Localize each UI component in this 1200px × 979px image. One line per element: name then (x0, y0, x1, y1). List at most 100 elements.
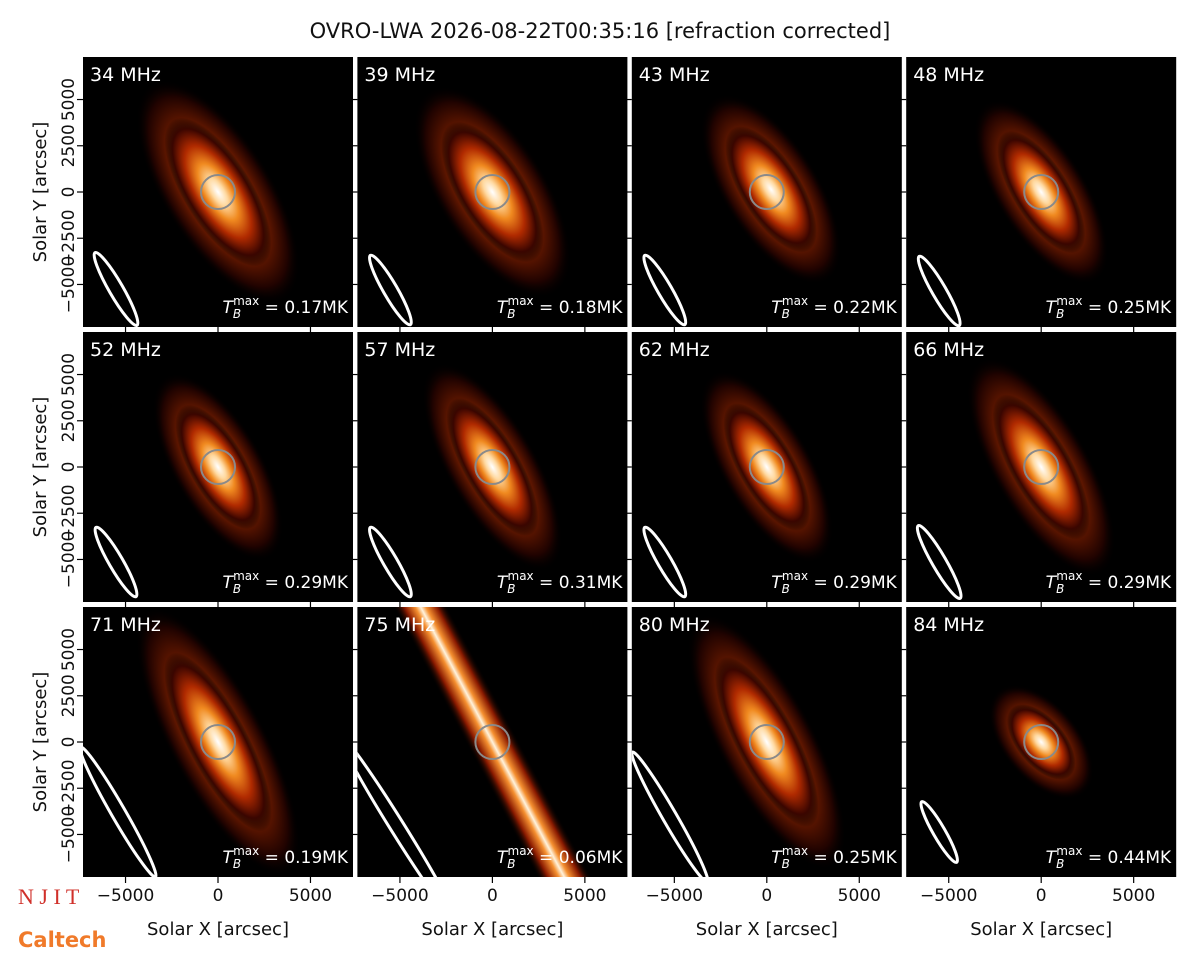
tb-symbol: T (771, 848, 783, 868)
emission-core (714, 656, 819, 828)
frequency-label: 66 MHz (913, 339, 984, 361)
tb-max-label: TBmax = 0.44MK (1046, 844, 1172, 871)
tb-sub: B (782, 857, 790, 871)
y-axis-label: Solar Y [arcsec] (30, 672, 51, 813)
tb-eq: = (259, 573, 284, 593)
solar-disk (748, 174, 785, 210)
beam (368, 253, 413, 327)
tb-eq: = (534, 848, 559, 868)
tb-value: 0.06MK (559, 848, 624, 868)
frequency-label: 62 MHz (639, 339, 710, 361)
x-tick-label: 5000 (1112, 886, 1155, 906)
tb-sup: max (233, 844, 259, 858)
solar-disk (200, 724, 236, 760)
beam (83, 745, 158, 877)
solar-disk (748, 449, 785, 485)
frequency-label: 43 MHz (639, 64, 710, 86)
x-axis-label: Solar X [arcsec] (147, 919, 289, 940)
solar-disk (200, 174, 236, 210)
x-tick-label: 0 (487, 886, 498, 906)
tb-sup: max (1056, 569, 1082, 583)
panel-image (915, 357, 1116, 601)
frequency-label: 34 MHz (90, 64, 161, 86)
tb-sub: B (1056, 857, 1064, 871)
beam (93, 525, 139, 599)
tb-value: 0.22MK (833, 298, 898, 318)
tb-value: 0.25MK (1108, 298, 1173, 318)
beam (368, 525, 413, 599)
y-tick-label: 0 (59, 462, 79, 473)
tb-value: 0.18MK (559, 298, 624, 318)
tb-value: 0.25MK (833, 848, 898, 868)
y-tick-label: 2500 (59, 124, 79, 167)
y-tick-label: −5000 (59, 531, 79, 589)
emission-core (1006, 704, 1076, 780)
y-tick-label: 5000 (59, 78, 79, 121)
y-tick-label: 5000 (59, 353, 79, 396)
tb-symbol: T (497, 573, 509, 593)
panel-image (368, 363, 563, 599)
tb-symbol: T (497, 848, 509, 868)
tb-value: 0.29MK (833, 573, 898, 593)
beam (642, 525, 688, 599)
tb-eq: = (534, 298, 559, 318)
emission-core (446, 398, 539, 536)
x-tick-label: −5000 (920, 886, 978, 906)
tb-eq: = (259, 298, 284, 318)
emission-core (725, 126, 817, 253)
tb-max-label: TBmax = 0.29MK (222, 569, 348, 596)
solar-disk (1023, 449, 1060, 485)
y-tick-label: 5000 (59, 628, 79, 671)
tb-value: 0.29MK (1108, 573, 1173, 593)
tb-sup: max (782, 844, 808, 858)
tb-value: 0.31MK (559, 573, 624, 593)
tb-eq: = (808, 298, 833, 318)
tb-sub: B (233, 582, 241, 596)
tb-max-label: TBmax = 0.29MK (771, 569, 897, 596)
frequency-label: 48 MHz (913, 64, 984, 86)
panel-image (93, 373, 284, 599)
solar-disk (474, 449, 511, 485)
emission-core (164, 652, 272, 832)
solar-disk (1023, 724, 1060, 760)
x-tick-label: 5000 (563, 886, 606, 906)
tb-max-label: TBmax = 0.18MK (497, 294, 623, 321)
panel-image (642, 94, 842, 327)
frequency-label: 75 MHz (364, 614, 435, 636)
emission-stripe (357, 607, 628, 877)
x-tick-label: 0 (761, 886, 772, 906)
beam (916, 254, 962, 327)
beam (357, 732, 458, 877)
tb-symbol: T (222, 848, 234, 868)
tb-value: 0.19MK (284, 848, 349, 868)
y-axis-label: Solar Y [arcsec] (30, 397, 51, 538)
frequency-label: 84 MHz (913, 614, 984, 636)
x-axis-label: Solar X [arcsec] (696, 919, 838, 940)
y-tick-label: −2500 (59, 759, 79, 817)
beam (642, 253, 688, 327)
tb-eq: = (259, 848, 284, 868)
tb-max-label: TBmax = 0.29MK (1046, 569, 1172, 596)
tb-sub: B (507, 307, 515, 321)
tb-symbol: T (1046, 298, 1058, 318)
tb-value: 0.44MK (1108, 848, 1173, 868)
tb-sup: max (782, 294, 808, 308)
panel-image (642, 370, 834, 599)
tb-max-label: TBmax = 0.19MK (222, 844, 348, 871)
beam (631, 750, 710, 877)
x-tick-label: −5000 (371, 886, 429, 906)
frequency-label: 57 MHz (364, 339, 435, 361)
tb-max-label: TBmax = 0.25MK (1046, 294, 1172, 321)
x-tick-label: 0 (213, 886, 224, 906)
tb-sub: B (507, 857, 515, 871)
y-tick-label: 0 (59, 737, 79, 748)
tb-sub: B (233, 307, 241, 321)
tb-sub: B (233, 857, 241, 871)
panel-image (919, 684, 1094, 864)
solar-disk (1023, 174, 1060, 210)
tb-sub: B (507, 582, 515, 596)
emission-core (441, 121, 544, 263)
beam (919, 800, 959, 864)
tb-symbol: T (1046, 573, 1058, 593)
y-tick-label: −2500 (59, 209, 79, 267)
